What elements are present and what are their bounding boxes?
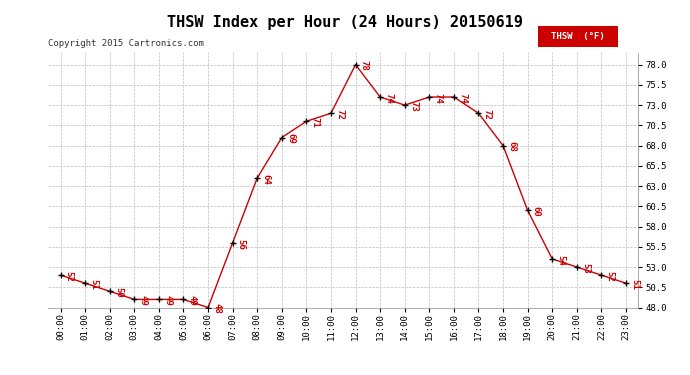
- Text: 74: 74: [458, 93, 467, 104]
- Text: 74: 74: [433, 93, 442, 104]
- Text: 50: 50: [114, 287, 123, 298]
- Text: 49: 49: [188, 295, 197, 306]
- Text: 71: 71: [310, 117, 319, 128]
- Text: 51: 51: [89, 279, 99, 290]
- Text: 54: 54: [556, 255, 565, 266]
- Text: 53: 53: [581, 263, 590, 274]
- Text: 60: 60: [532, 206, 541, 217]
- Text: Copyright 2015 Cartronics.com: Copyright 2015 Cartronics.com: [48, 39, 204, 48]
- Text: 72: 72: [482, 109, 492, 120]
- Text: 52: 52: [65, 271, 74, 282]
- Text: 68: 68: [507, 141, 516, 152]
- Text: 73: 73: [409, 101, 418, 112]
- Text: THSW  (°F): THSW (°F): [551, 32, 604, 41]
- Text: 69: 69: [286, 134, 295, 144]
- Text: 74: 74: [384, 93, 393, 104]
- Text: 56: 56: [237, 238, 246, 249]
- Text: 78: 78: [359, 60, 368, 71]
- Text: 52: 52: [606, 271, 615, 282]
- Text: 51: 51: [630, 279, 639, 290]
- Text: 49: 49: [139, 295, 148, 306]
- Text: 49: 49: [163, 295, 172, 306]
- Text: 72: 72: [335, 109, 344, 120]
- Text: THSW Index per Hour (24 Hours) 20150619: THSW Index per Hour (24 Hours) 20150619: [167, 15, 523, 30]
- Text: 48: 48: [213, 303, 221, 314]
- Text: 64: 64: [262, 174, 270, 184]
